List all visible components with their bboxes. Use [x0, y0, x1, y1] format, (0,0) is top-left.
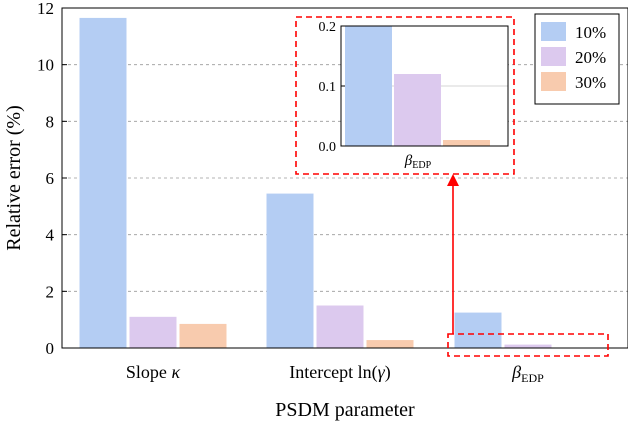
inset-y-tick-label: 0.1: [319, 80, 337, 95]
y-tick-label: 2: [46, 282, 55, 301]
inset-x-tick-label: βEDP: [404, 153, 432, 171]
inset-bar: [345, 26, 392, 146]
y-axis: 0 2 4 6 8 10 12: [37, 0, 67, 358]
y-tick-label: 10: [37, 56, 54, 75]
legend-swatch: [541, 47, 566, 66]
inset-chart: 0.0 0.1 0.2 βEDP: [319, 20, 509, 171]
x-tick-label: Slope κ: [126, 362, 181, 382]
y-tick-label: 12: [37, 0, 54, 18]
x-tick-label: Intercept ln(γ): [289, 362, 391, 383]
legend-swatch: [541, 22, 566, 41]
arrow-head: [447, 174, 459, 186]
y-tick-label: 8: [46, 112, 55, 131]
x-axis-label: PSDM parameter: [275, 399, 415, 421]
x-axis: Slope κ Intercept ln(γ) βEDP: [126, 362, 544, 385]
legend-label: 20%: [575, 48, 606, 67]
highlight-box-inset: [295, 16, 515, 175]
highlight-box-main: [447, 333, 609, 357]
y-axis-label: Relative error (%): [3, 105, 25, 250]
bar: [179, 323, 227, 348]
bar: [129, 316, 177, 348]
bar: [316, 305, 364, 348]
bar: [266, 193, 314, 348]
y-tick-label: 0: [46, 339, 55, 358]
bar: [504, 344, 552, 348]
y-tick-label: 4: [46, 226, 55, 245]
legend: 10% 20% 30%: [534, 13, 620, 105]
legend-label: 10%: [575, 23, 606, 42]
highlight-annotation: [295, 16, 609, 357]
bar: [454, 312, 502, 348]
bar: [79, 17, 127, 349]
inset-y-tick-label: 0.2: [319, 20, 337, 35]
legend-swatch: [541, 72, 566, 91]
legend-label: 30%: [575, 73, 606, 92]
bars: [79, 17, 602, 349]
inset-bar: [394, 74, 441, 146]
inset-y-tick-label: 0.0: [319, 140, 337, 155]
x-tick-label: βEDP: [511, 362, 544, 385]
y-tick-label: 6: [46, 169, 55, 188]
bar: [366, 340, 414, 348]
inset-bar: [443, 140, 490, 146]
